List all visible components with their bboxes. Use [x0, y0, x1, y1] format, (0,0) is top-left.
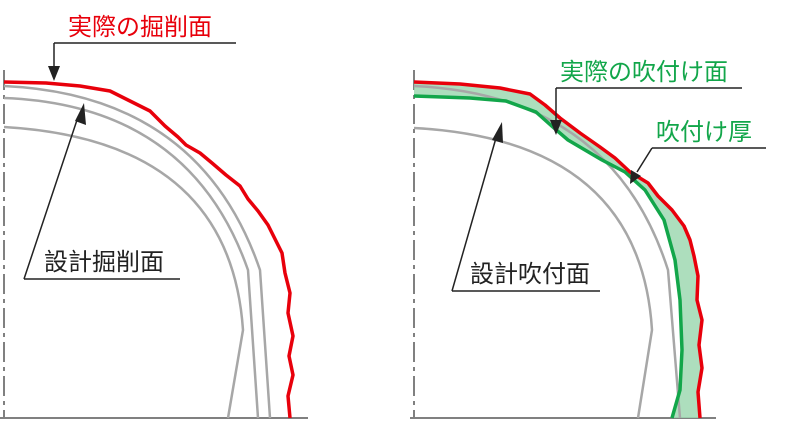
left-design-arc-inner [3, 125, 245, 419]
left-design-excavation-label: 設計掘削面 [44, 248, 164, 276]
left-design-arc-outer [3, 84, 272, 419]
right-design-shotcrete-leader [451, 137, 497, 292]
left-design-excavation-leader [23, 116, 79, 280]
right-design-shotcrete-label: 設計吹付面 [470, 260, 590, 288]
left-design-arc-mid [3, 96, 260, 419]
left-actual-excavation-arrowhead [48, 66, 60, 81]
right-actual-shotcrete-label: 実際の吹付け面 [560, 58, 728, 86]
right-design-arc-outer [413, 84, 682, 419]
left-actual-excavation-label: 実際の掘削面 [68, 13, 212, 41]
right-panel: 実際の吹付け面 吹付け厚 設計吹付面 [410, 58, 766, 419]
right-actual-shotcrete-line [413, 94, 684, 419]
right-shotcrete-thickness-leader [636, 147, 653, 173]
right-design-arc-inner [413, 126, 654, 419]
right-shotcrete-thickness-label: 吹付け厚 [656, 118, 752, 146]
right-actual-shotcrete-arrowhead [550, 120, 562, 135]
right-design-shotcrete-arrowhead [492, 122, 503, 143]
right-shotcrete-thickness-arrowhead [630, 170, 641, 184]
left-actual-excavation-line [3, 80, 295, 419]
left-panel: 実際の掘削面 設計掘削面 [0, 13, 308, 419]
right-actual-excavation-line [413, 80, 704, 419]
left-design-excavation-arrowhead [75, 103, 86, 125]
